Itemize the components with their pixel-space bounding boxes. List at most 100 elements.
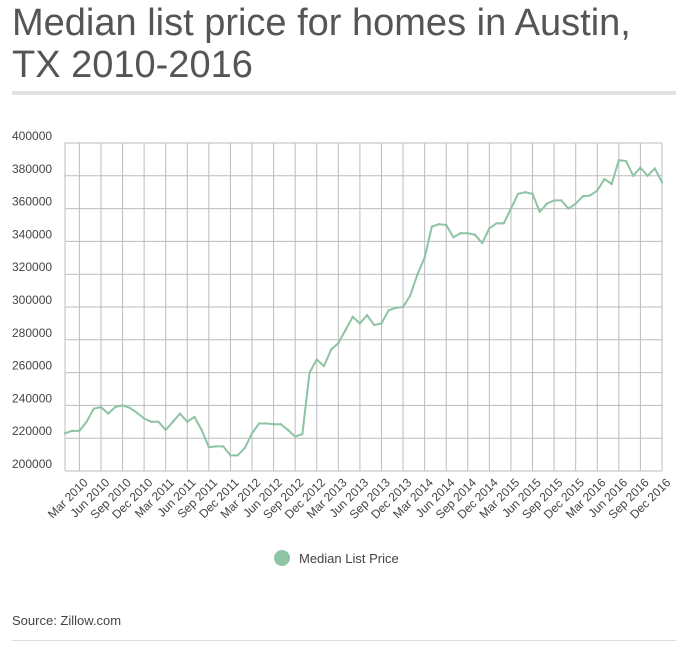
legend-marker-icon xyxy=(274,550,290,566)
data-point xyxy=(92,407,95,410)
data-point xyxy=(214,445,218,448)
data-point xyxy=(322,364,326,368)
data-point xyxy=(171,420,175,423)
data-point xyxy=(437,222,441,226)
data-point xyxy=(653,167,657,170)
data-point xyxy=(617,159,621,162)
data-point xyxy=(466,232,469,235)
data-point xyxy=(473,233,477,237)
y-tick-label: 320000 xyxy=(12,260,52,274)
data-point xyxy=(279,423,282,426)
data-point xyxy=(207,446,211,449)
data-point xyxy=(452,236,455,239)
data-point xyxy=(545,202,549,205)
data-point xyxy=(200,428,203,432)
data-point xyxy=(574,202,577,205)
data-point xyxy=(236,454,239,457)
data-point xyxy=(114,405,117,409)
data-point xyxy=(610,182,613,186)
y-tick-label: 340000 xyxy=(12,227,52,241)
data-point xyxy=(380,322,383,325)
data-point xyxy=(150,420,153,423)
data-point xyxy=(99,405,103,409)
series-line-median-list-price xyxy=(64,159,663,457)
data-point xyxy=(560,199,563,202)
y-tick-label: 400000 xyxy=(12,129,52,143)
data-point xyxy=(308,371,311,374)
data-point xyxy=(78,429,81,433)
legend-label: Median List Price xyxy=(299,550,399,566)
data-point xyxy=(639,166,642,169)
data-point xyxy=(329,348,333,351)
data-point xyxy=(488,227,491,230)
y-tick-label: 300000 xyxy=(12,293,52,307)
data-point xyxy=(250,432,254,435)
data-point xyxy=(480,241,484,245)
data-point xyxy=(121,404,124,407)
data-point xyxy=(646,174,649,177)
data-point xyxy=(164,428,167,432)
title-divider xyxy=(12,91,676,95)
data-point xyxy=(193,415,196,419)
data-point xyxy=(531,192,534,196)
data-point xyxy=(445,223,448,227)
data-point xyxy=(63,432,67,435)
data-point xyxy=(660,181,664,184)
data-point xyxy=(430,225,434,228)
data-point xyxy=(286,428,290,432)
data-point xyxy=(387,309,390,312)
data-point xyxy=(106,412,110,415)
y-tick-label: 220000 xyxy=(12,424,52,438)
data-point xyxy=(337,341,340,345)
y-tick-label: 260000 xyxy=(12,359,52,373)
data-point xyxy=(358,322,362,325)
data-point xyxy=(567,207,570,210)
data-point xyxy=(524,191,527,194)
data-point xyxy=(229,454,232,457)
data-point xyxy=(128,406,131,410)
data-point xyxy=(186,420,189,423)
y-tick-label: 280000 xyxy=(12,326,52,340)
data-point xyxy=(315,358,318,361)
data-point xyxy=(258,422,261,425)
chart-series xyxy=(63,159,664,457)
data-point xyxy=(502,222,505,225)
data-point xyxy=(178,412,182,415)
source-note: Source: Zillow.com xyxy=(12,613,122,628)
y-tick-label: 360000 xyxy=(12,195,52,209)
data-point xyxy=(423,256,426,259)
data-point xyxy=(632,174,635,177)
data-point xyxy=(157,420,160,423)
data-point xyxy=(495,222,498,225)
data-point xyxy=(243,446,247,450)
data-point xyxy=(344,328,347,332)
y-axis-tick-labels: 200000 220000 240000 260000 280000 300000 3200… xyxy=(12,129,52,471)
data-point xyxy=(135,411,139,414)
data-point xyxy=(394,306,398,310)
data-point xyxy=(301,432,304,436)
footer-divider xyxy=(12,640,676,641)
chart-legend[interactable]: Median List Price xyxy=(274,550,399,566)
data-point xyxy=(538,210,541,214)
data-point xyxy=(509,207,513,210)
data-point xyxy=(416,273,419,276)
data-point xyxy=(603,177,606,181)
chart-grid xyxy=(64,142,663,472)
data-point xyxy=(265,422,268,425)
data-point xyxy=(624,159,628,163)
data-point xyxy=(142,417,146,420)
data-point xyxy=(588,194,592,197)
data-point xyxy=(373,323,376,327)
data-point xyxy=(222,445,225,448)
data-point xyxy=(409,294,412,297)
data-point xyxy=(351,315,354,319)
page-title: Median list price for homes in Austin, T… xyxy=(12,2,631,86)
data-point xyxy=(516,192,520,196)
y-tick-label: 380000 xyxy=(12,162,52,176)
data-point xyxy=(552,199,556,202)
data-point xyxy=(596,189,599,192)
data-point xyxy=(70,429,74,433)
data-point xyxy=(459,232,462,235)
